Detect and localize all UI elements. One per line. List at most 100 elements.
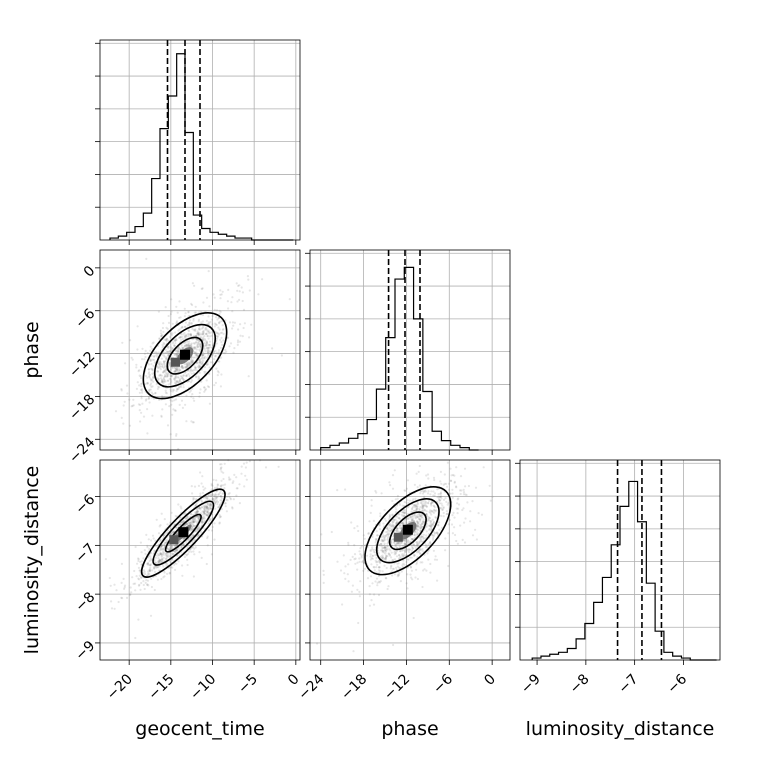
sample-point — [174, 370, 177, 373]
sample-point — [403, 540, 406, 543]
sample-point — [163, 575, 166, 578]
sample-point — [410, 538, 413, 541]
sample-point — [427, 502, 430, 505]
sample-point — [463, 467, 467, 470]
sample-point — [195, 341, 198, 344]
sample-point — [432, 520, 435, 523]
sample-point — [343, 572, 346, 575]
sample-point — [170, 511, 173, 514]
sample-point — [193, 342, 196, 345]
sample-point — [446, 461, 449, 464]
sample-point — [180, 507, 183, 510]
sample-point — [206, 363, 210, 366]
sample-point — [162, 354, 165, 357]
sample-point — [170, 547, 173, 550]
sample-point — [208, 322, 211, 325]
sample-point — [198, 359, 201, 362]
sample-point — [207, 494, 210, 497]
sample-point — [417, 525, 420, 528]
sample-point — [318, 556, 321, 559]
sample-point — [212, 350, 216, 353]
sample-point — [430, 523, 433, 526]
sample-point — [120, 388, 123, 391]
sample-point — [148, 568, 152, 571]
sample-point — [210, 488, 213, 491]
sample-point — [149, 359, 152, 362]
sample-point — [206, 510, 210, 513]
sample-point — [230, 301, 233, 304]
sample-point — [142, 583, 145, 587]
sample-point — [206, 351, 209, 354]
sample-point — [153, 549, 156, 552]
sample-point — [368, 585, 371, 588]
sample-point — [202, 329, 205, 332]
sample-point — [165, 371, 168, 374]
sample-point — [231, 507, 234, 510]
sample-point — [394, 506, 397, 509]
sample-point — [396, 562, 399, 565]
sample-point — [195, 510, 198, 513]
sample-point — [151, 358, 154, 361]
sample-point — [177, 380, 180, 383]
sample-point — [432, 535, 435, 538]
sample-point — [169, 546, 172, 550]
sample-point — [374, 489, 377, 493]
sample-point — [158, 569, 161, 572]
sample-point — [436, 532, 439, 535]
sample-point — [211, 323, 214, 326]
sample-point — [159, 373, 162, 376]
sample-point — [416, 524, 419, 527]
sample-point — [190, 358, 193, 361]
sample-point — [209, 502, 212, 505]
sample-point — [185, 344, 188, 347]
sample-point — [388, 527, 391, 530]
sample-point — [408, 551, 411, 554]
sample-point — [369, 555, 372, 558]
sample-point — [184, 366, 187, 369]
sample-point — [217, 349, 221, 352]
sample-point — [212, 499, 215, 502]
sample-point — [449, 492, 452, 495]
sample-point — [222, 339, 225, 342]
sample-point — [406, 587, 409, 590]
sample-point — [384, 519, 387, 522]
sample-point — [420, 516, 423, 519]
sample-point — [199, 508, 202, 511]
sample-point — [203, 357, 206, 360]
sample-point — [187, 361, 190, 364]
sample-point — [455, 486, 458, 489]
sample-point — [420, 501, 423, 504]
sample-point — [438, 502, 441, 505]
sample-point — [210, 503, 213, 506]
sample-point — [199, 365, 202, 368]
sample-point — [220, 356, 223, 359]
sample-point — [164, 375, 167, 378]
sample-point — [192, 518, 195, 521]
sample-point — [170, 558, 173, 561]
sample-point — [384, 556, 388, 559]
sample-point — [215, 500, 218, 504]
sample-point — [153, 351, 156, 354]
sample-point — [195, 353, 198, 356]
sample-point — [204, 332, 207, 335]
sample-point — [216, 495, 219, 498]
sample-point — [123, 587, 126, 591]
sample-point — [437, 524, 440, 527]
sample-point — [244, 474, 247, 477]
sample-point — [440, 497, 443, 500]
sample-point — [201, 521, 204, 524]
sample-point — [383, 536, 386, 539]
sample-point — [193, 520, 196, 523]
sample-point — [201, 517, 204, 520]
sample-point — [160, 560, 163, 564]
sample-point — [423, 502, 426, 505]
sample-point — [198, 515, 201, 518]
sample-point — [217, 352, 220, 355]
sample-point — [416, 520, 419, 523]
sample-point — [427, 477, 430, 480]
sample-point — [171, 552, 174, 555]
sample-point — [200, 321, 203, 324]
sample-point — [181, 520, 184, 524]
sample-point — [236, 341, 240, 344]
sample-point — [123, 586, 126, 589]
